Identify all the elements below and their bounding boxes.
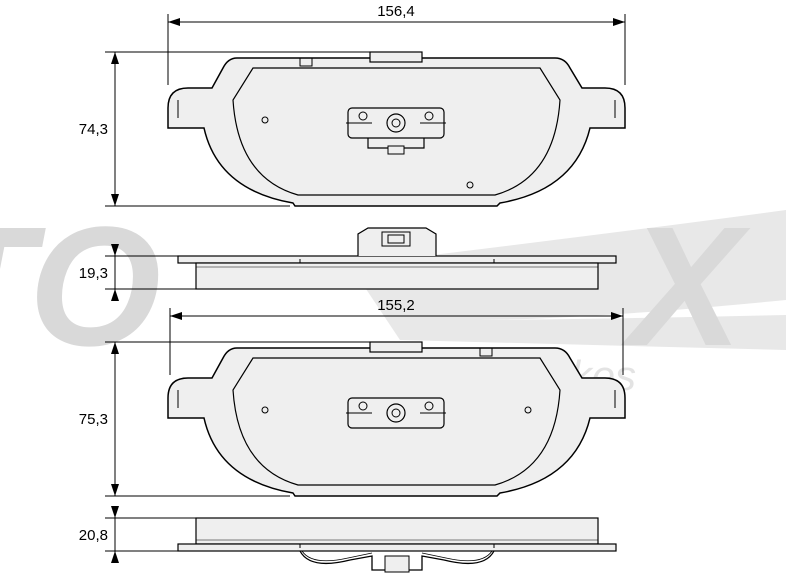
dim-bottom-height-label: 75,3 xyxy=(79,411,108,428)
watermark-main-right: X xyxy=(621,192,751,382)
dim-bottom-thickness-label: 20,8 xyxy=(79,527,108,544)
pad-bottom-face xyxy=(168,342,625,496)
dim-mid-thickness-label: 19,3 xyxy=(79,265,108,282)
technical-drawing: TO X brakes xyxy=(0,0,786,584)
pad-bottom-side xyxy=(178,518,616,572)
dim-top-width-label: 156,4 xyxy=(377,3,415,20)
dim-bottom-width-label: 155,2 xyxy=(377,297,415,314)
dim-top-height-label: 74,3 xyxy=(79,121,108,138)
watermark-main-left: TO xyxy=(0,192,159,382)
dim-bottom-thickness: 20,8 xyxy=(79,506,196,563)
pad-top-face xyxy=(168,52,625,206)
pad-top-side xyxy=(178,228,616,289)
